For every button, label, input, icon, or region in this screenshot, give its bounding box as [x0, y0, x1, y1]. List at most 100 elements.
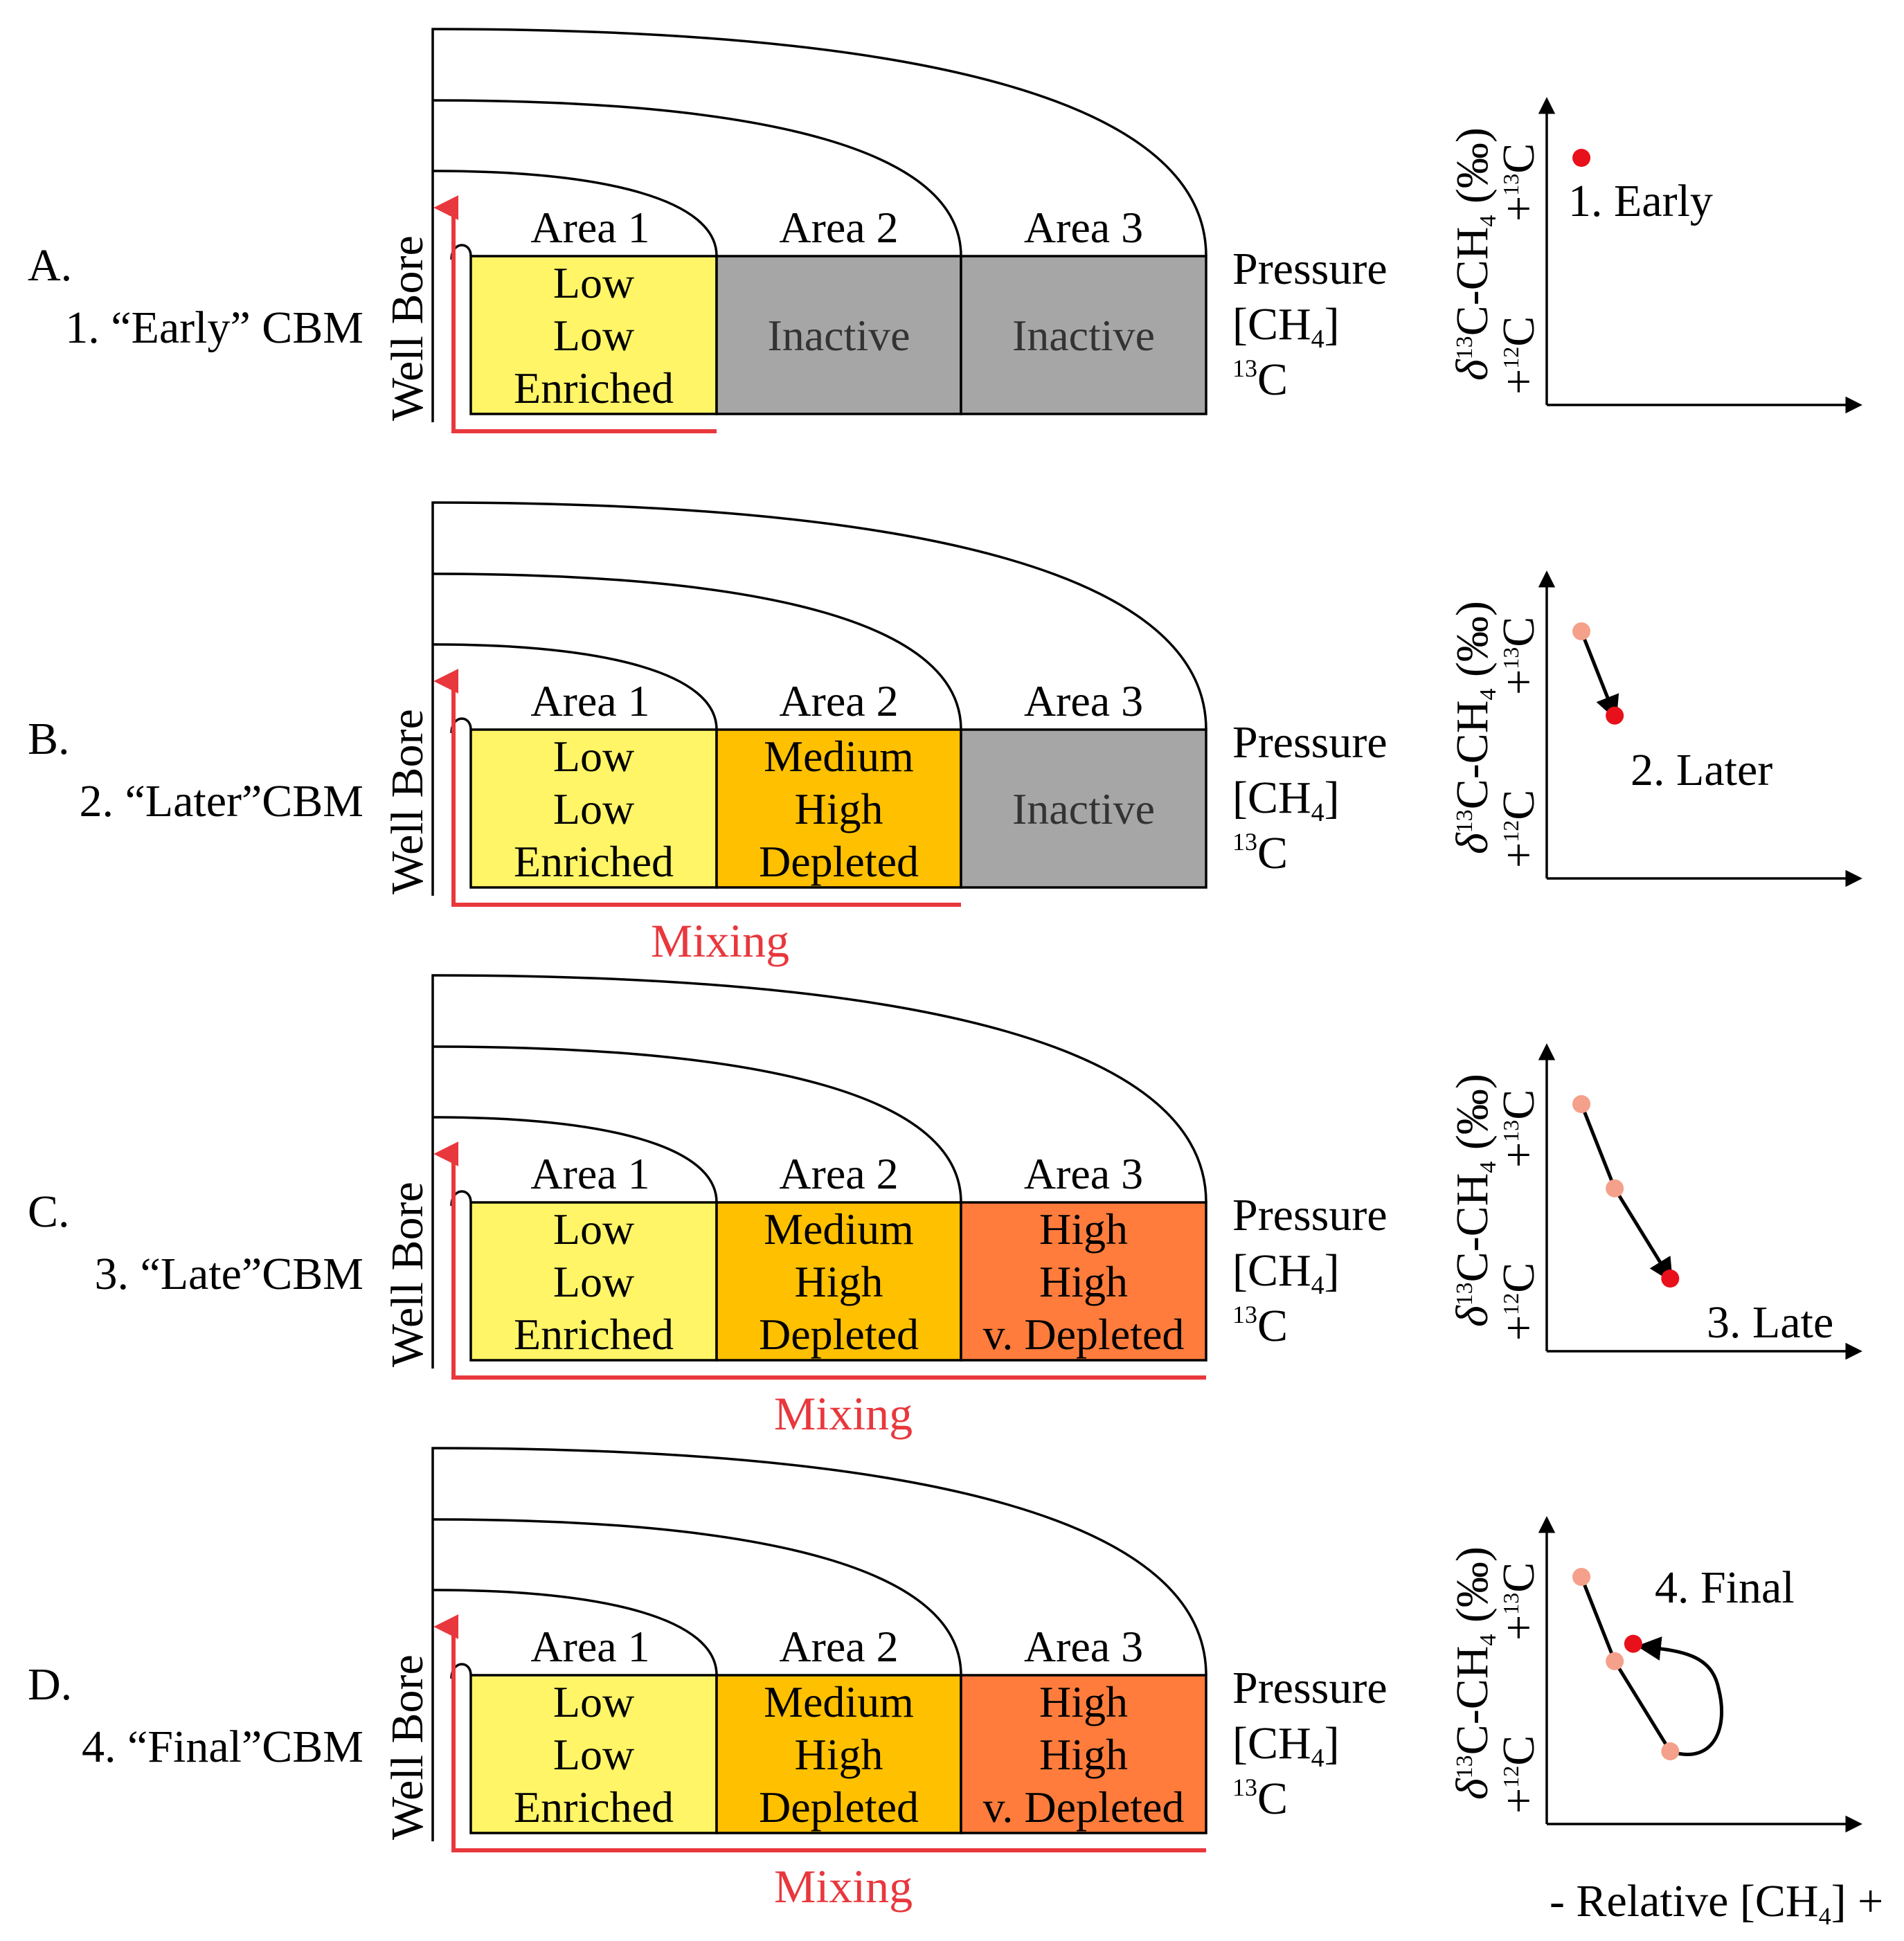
- c13-label: 13C: [1232, 354, 1288, 405]
- area-3-cell: [960, 255, 1207, 415]
- well-bore-label: Well Bore: [382, 235, 433, 421]
- area-1-line-2: Low: [553, 311, 634, 360]
- y-top-label: +13C: [1493, 617, 1544, 695]
- inner-shell-arc: [432, 1116, 718, 1203]
- area-1-line-1: Low: [553, 1204, 634, 1254]
- area-1-line-1: Low: [553, 732, 634, 781]
- area-2-label: Area 2: [779, 203, 898, 252]
- area-3-line-1: High: [1039, 1677, 1128, 1726]
- well-bore-label: Well Bore: [382, 1654, 433, 1840]
- isotope-plot: δ13C-CH4 (‰)+13C +12C 2. Later: [1447, 570, 1862, 887]
- area-3-label: Area 3: [1024, 1622, 1143, 1671]
- area-3-state: Inactive: [1012, 784, 1155, 833]
- flow-path: [433, 195, 717, 433]
- y-top-label: +13C: [1493, 143, 1544, 222]
- area-2-label: Area 2: [779, 676, 898, 725]
- y-bottom-label: +12C: [1493, 1263, 1544, 1341]
- area-1-line-3: Enriched: [514, 363, 674, 413]
- area-3-cell: [960, 728, 1207, 889]
- middle-shell-arc: [432, 1518, 962, 1676]
- panel-letter: C.: [28, 1186, 70, 1237]
- stage-point-label: 2. Later: [1631, 745, 1772, 795]
- area-2-line-2: High: [795, 784, 883, 833]
- area-3-line-1: High: [1039, 1204, 1128, 1254]
- outer-shell-arc: [431, 974, 1207, 1203]
- area-3-line-3: v. Depleted: [983, 1782, 1185, 1832]
- area-1-cell: [469, 1201, 718, 1362]
- area-1-line-2: Low: [553, 784, 634, 833]
- inner-shell-arc: [432, 1589, 718, 1676]
- past-point: [1606, 1179, 1624, 1198]
- y-bottom-label: +12C: [1493, 790, 1544, 868]
- area-3-state: Inactive: [1012, 311, 1155, 360]
- trend-path: [1579, 631, 1619, 721]
- y-axis-title: δ13C-CH4 (‰): [1447, 127, 1501, 381]
- stage-label: 4. “Final”CBM: [82, 1722, 363, 1772]
- y-top-label: +13C: [1493, 1562, 1544, 1641]
- area-3-line-2: High: [1039, 1730, 1128, 1779]
- area-3-line-3: v. Depleted: [983, 1310, 1185, 1359]
- stage-point-label: 4. Final: [1655, 1562, 1795, 1613]
- y-bottom-label: +12C: [1493, 1735, 1544, 1814]
- ch4-label: [CH4]: [1232, 1245, 1340, 1300]
- past-point: [1606, 1652, 1624, 1670]
- past-point: [1661, 1742, 1680, 1760]
- area-2-line-2: High: [795, 1730, 883, 1779]
- middle-shell-arc: [432, 99, 962, 257]
- inner-shell-arc: [432, 643, 718, 730]
- area-2-cell: [715, 1674, 962, 1834]
- ch4-label: [CH4]: [1232, 1718, 1340, 1773]
- panel-letter: B.: [28, 714, 70, 764]
- area-2-line-3: Depleted: [759, 837, 919, 886]
- mixing-label: Mixing: [774, 1860, 913, 1913]
- area-1-label: Area 1: [530, 1622, 649, 1671]
- area-3-label: Area 3: [1024, 1149, 1143, 1198]
- current-point: [1606, 706, 1624, 725]
- y-bottom-label: +12C: [1493, 316, 1544, 395]
- area-2-line-1: Medium: [764, 1677, 914, 1726]
- area-2-label: Area 2: [779, 1622, 898, 1671]
- c13-label: 13C: [1232, 1773, 1288, 1824]
- well-bore-label: Well Bore: [382, 1182, 433, 1367]
- area-1-label: Area 1: [530, 203, 649, 252]
- current-point: [1572, 149, 1591, 167]
- middle-shell-arc: [432, 572, 962, 730]
- area-2-line-3: Depleted: [759, 1782, 919, 1832]
- stage-point-label: 1. Early: [1568, 176, 1713, 226]
- y-axis-title: δ13C-CH4 (‰): [1447, 601, 1501, 854]
- isotope-plot: δ13C-CH4 (‰)+13C +12C 3. Late: [1447, 1043, 1862, 1360]
- y-axis-title: δ13C-CH4 (‰): [1447, 1074, 1501, 1327]
- current-point: [1661, 1270, 1680, 1288]
- isotope-plot: δ13C-CH4 (‰)+13C +12C 4. Final: [1447, 1516, 1862, 1833]
- area-1-line-2: Low: [553, 1257, 634, 1306]
- area-1-line-3: Enriched: [514, 837, 674, 886]
- area-3-label: Area 3: [1024, 676, 1143, 725]
- area-2-line-3: Depleted: [759, 1310, 919, 1359]
- stage-label: 3. “Late”CBM: [94, 1249, 363, 1299]
- y-axis-title: δ13C-CH4 (‰): [1447, 1546, 1501, 1800]
- c13-label: 13C: [1232, 1301, 1288, 1351]
- area-3-cell: [960, 1674, 1207, 1834]
- area-2-state: Inactive: [767, 311, 910, 360]
- pressure-label: Pressure: [1232, 717, 1387, 768]
- past-point: [1572, 622, 1591, 640]
- mixing-label: Mixing: [774, 1387, 913, 1440]
- ch4-label: [CH4]: [1232, 299, 1340, 354]
- mixing-label: Mixing: [651, 914, 789, 967]
- current-point: [1624, 1634, 1642, 1653]
- area-3-label: Area 3: [1024, 203, 1143, 252]
- past-point: [1572, 1568, 1591, 1586]
- past-point: [1572, 1095, 1591, 1113]
- area-1-label: Area 1: [530, 676, 649, 725]
- area-2-line-1: Medium: [764, 732, 914, 781]
- stage-point-label: 3. Late: [1707, 1297, 1833, 1348]
- area-2-cell: [715, 255, 962, 415]
- pressure-label: Pressure: [1232, 244, 1387, 294]
- well-bore-label: Well Bore: [382, 709, 433, 894]
- pressure-label: Pressure: [1232, 1663, 1387, 1713]
- area-1-cell: [469, 1674, 718, 1834]
- outer-shell-arc: [431, 28, 1207, 257]
